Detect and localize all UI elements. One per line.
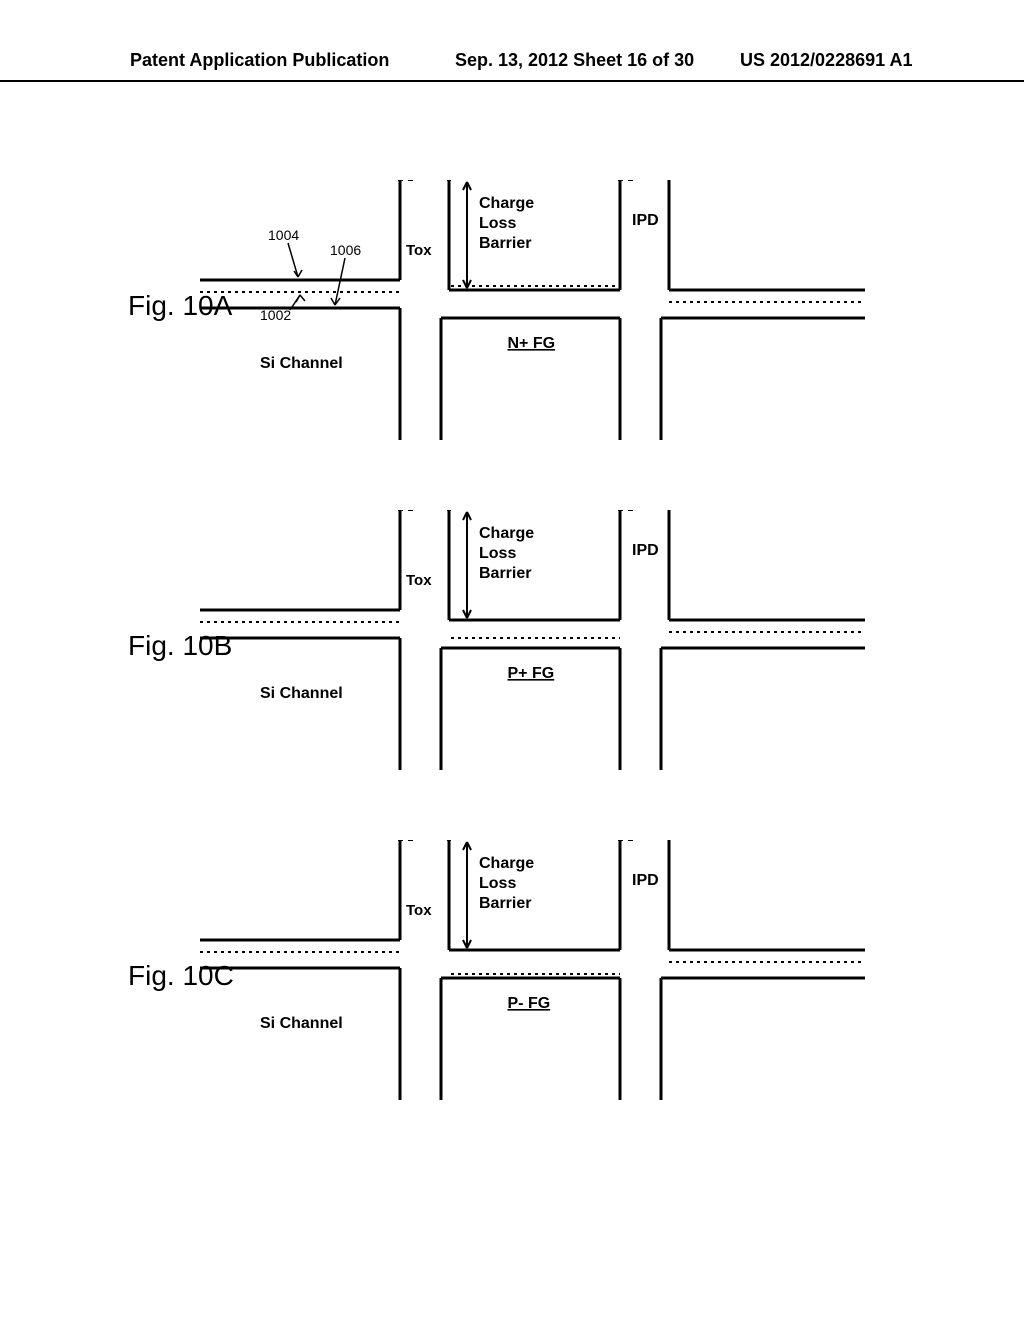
svg-text:IPD: IPD	[632, 212, 659, 229]
header-center: Sep. 13, 2012 Sheet 16 of 30	[455, 50, 694, 71]
svg-text:Tox: Tox	[406, 902, 432, 919]
svg-text:Barrier: Barrier	[479, 565, 531, 582]
page: Patent Application Publication Sep. 13, …	[0, 0, 1024, 1320]
svg-text:Tox: Tox	[406, 242, 432, 259]
svg-text:1004: 1004	[268, 227, 299, 243]
svg-text:Loss: Loss	[479, 875, 516, 892]
svg-text:Si Channel: Si Channel	[260, 685, 343, 702]
svg-text:Charge: Charge	[479, 525, 534, 542]
band-svg: Tox Charge Loss Barrier IPD P- FG Si Channel	[0, 840, 1024, 1160]
header-left: Patent Application Publication	[130, 50, 389, 71]
svg-text:Barrier: Barrier	[479, 895, 531, 912]
band-diagram-10B: Fig. 10BToxChargeLossBarrierIPDP+ FGSi C…	[0, 510, 1024, 830]
header-right: US 2012/0228691 A1	[740, 50, 912, 71]
svg-text:P- FG: P- FG	[508, 995, 551, 1012]
band-svg: Tox Charge Loss Barrier IPD P+ FG Si Channel	[0, 510, 1024, 830]
svg-text:Si Channel: Si Channel	[260, 355, 343, 372]
svg-text:Charge: Charge	[479, 855, 534, 872]
svg-text:Loss: Loss	[479, 545, 516, 562]
svg-text:IPD: IPD	[632, 872, 659, 889]
svg-text:1006: 1006	[330, 242, 361, 258]
band-diagram-10A: Fig. 10AToxChargeLossBarrierIPDN+ FGSi C…	[0, 180, 1024, 500]
svg-text:Si Channel: Si Channel	[260, 1015, 343, 1032]
band-svg: Tox Charge Loss Barrier IPD N+ FG Si Channel 10…	[0, 180, 1024, 500]
svg-text:Barrier: Barrier	[479, 235, 531, 252]
svg-text:1002: 1002	[260, 307, 291, 323]
svg-text:Tox: Tox	[406, 572, 432, 589]
svg-text:Charge: Charge	[479, 195, 534, 212]
svg-text:IPD: IPD	[632, 542, 659, 559]
band-diagram-10C: Fig. 10CToxChargeLossBarrierIPDP- FGSi C…	[0, 840, 1024, 1160]
svg-text:P+ FG: P+ FG	[508, 665, 555, 682]
svg-text:N+ FG: N+ FG	[508, 335, 556, 352]
page-header: Patent Application Publication Sep. 13, …	[0, 50, 1024, 82]
svg-text:Loss: Loss	[479, 215, 516, 232]
